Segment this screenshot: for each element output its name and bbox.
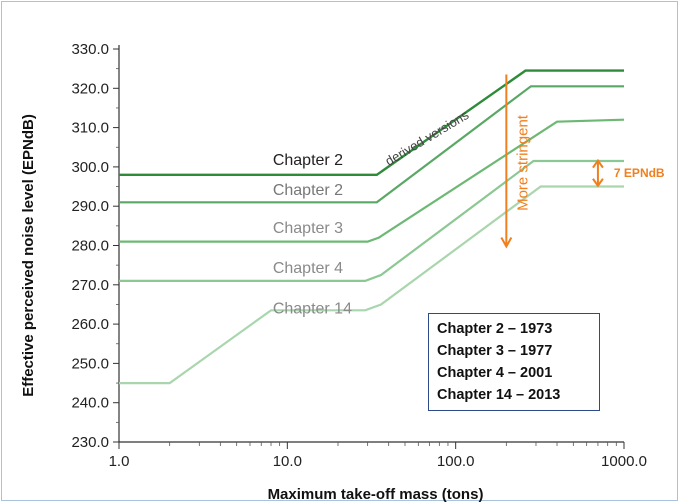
gap-arrowhead-bottom — [592, 178, 604, 188]
more-stringent-label: More stringent — [514, 114, 531, 211]
derived-versions-label: derived versions — [383, 107, 472, 169]
series-line-1 — [119, 69, 624, 176]
legend-line-3: Chapter 4 – 2001 — [437, 365, 553, 381]
y-tick-label: 270.0 — [71, 277, 109, 294]
y-tick-label: 260.0 — [71, 316, 109, 333]
series-line-2 — [119, 85, 624, 204]
series-line-3 — [119, 118, 625, 243]
y-tick-label: 320.0 — [71, 80, 109, 97]
series-line-5 — [119, 185, 624, 385]
legend-line-2: Chapter 3 – 1977 — [437, 343, 553, 359]
x-tick-label: 1000.0 — [601, 453, 647, 470]
y-tick-label: 330.0 — [71, 41, 109, 58]
gap-arrowhead-top — [592, 158, 604, 169]
series-label-5: Chapter 14 — [273, 300, 352, 317]
y-tick-label: 230.0 — [71, 434, 109, 451]
x-tick-label: 10.0 — [273, 453, 302, 470]
x-tick-label: 1.0 — [109, 453, 130, 470]
series-label-2: Chapter 2 — [273, 182, 343, 199]
series-label-1: Chapter 2 — [273, 152, 343, 169]
legend-line-4: Chapter 14 – 2013 — [437, 387, 561, 403]
legend-line-1: Chapter 2 – 1973 — [437, 321, 553, 337]
more-stringent-arrowhead — [500, 237, 513, 249]
series-label-4: Chapter 4 — [273, 260, 343, 277]
series-line-4 — [119, 159, 624, 282]
series-label-3: Chapter 3 — [273, 220, 343, 237]
x-axis-title: Maximum take-off mass (tons) — [268, 486, 484, 503]
y-tick-label: 250.0 — [71, 355, 109, 372]
y-tick-label: 310.0 — [71, 120, 109, 137]
y-tick-label: 280.0 — [71, 238, 109, 255]
y-tick-label: 240.0 — [71, 395, 109, 412]
y-tick-label: 290.0 — [71, 198, 109, 215]
chapter-year-legend: Chapter 2 – 1973 Chapter 3 – 1977 Chapte… — [428, 313, 600, 411]
y-axis-title: Effective perceived noise level (EPNdB) — [20, 114, 37, 397]
y-tick-label: 300.0 — [71, 159, 109, 176]
x-tick-label: 100.0 — [437, 453, 475, 470]
gap-label: 7 EPNdB — [614, 166, 665, 180]
